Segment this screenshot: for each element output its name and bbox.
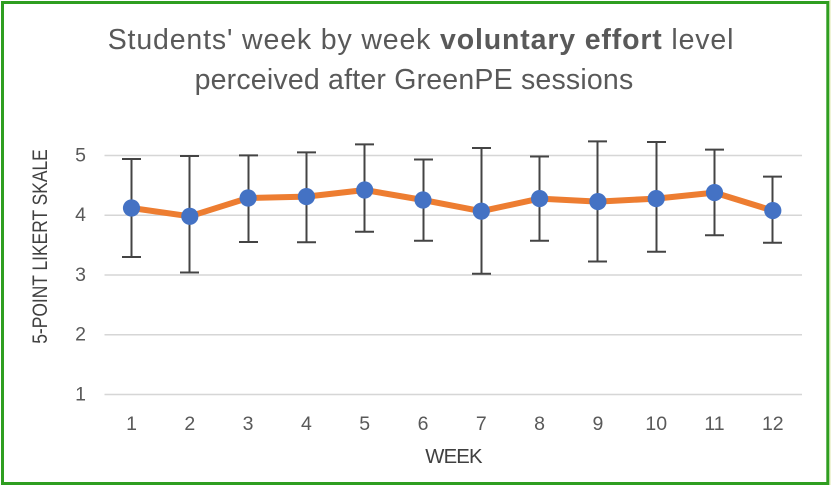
- svg-text:8: 8: [534, 413, 545, 435]
- svg-text:12: 12: [762, 413, 784, 435]
- svg-text:6: 6: [418, 413, 429, 435]
- svg-text:3: 3: [75, 264, 86, 286]
- svg-text:2: 2: [184, 413, 195, 435]
- svg-text:3: 3: [243, 413, 254, 435]
- svg-text:5-POINT LIKERT SKALE: 5-POINT LIKERT SKALE: [30, 149, 53, 344]
- svg-text:9: 9: [592, 413, 603, 435]
- svg-text:4: 4: [75, 204, 86, 226]
- svg-text:Students' week by week volunta: Students' week by week voluntary effort …: [108, 24, 735, 56]
- svg-text:perceived after GreenPE sessio: perceived after GreenPE sessions: [195, 64, 634, 96]
- svg-text:5: 5: [359, 413, 370, 435]
- svg-text:1: 1: [75, 383, 86, 405]
- svg-text:10: 10: [645, 413, 667, 435]
- svg-text:2: 2: [75, 324, 86, 346]
- svg-text:WEEK: WEEK: [425, 446, 483, 468]
- svg-text:7: 7: [476, 413, 487, 435]
- svg-text:5: 5: [75, 144, 86, 166]
- svg-text:11: 11: [704, 413, 724, 435]
- svg-text:1: 1: [126, 413, 137, 435]
- svg-text:4: 4: [301, 413, 312, 435]
